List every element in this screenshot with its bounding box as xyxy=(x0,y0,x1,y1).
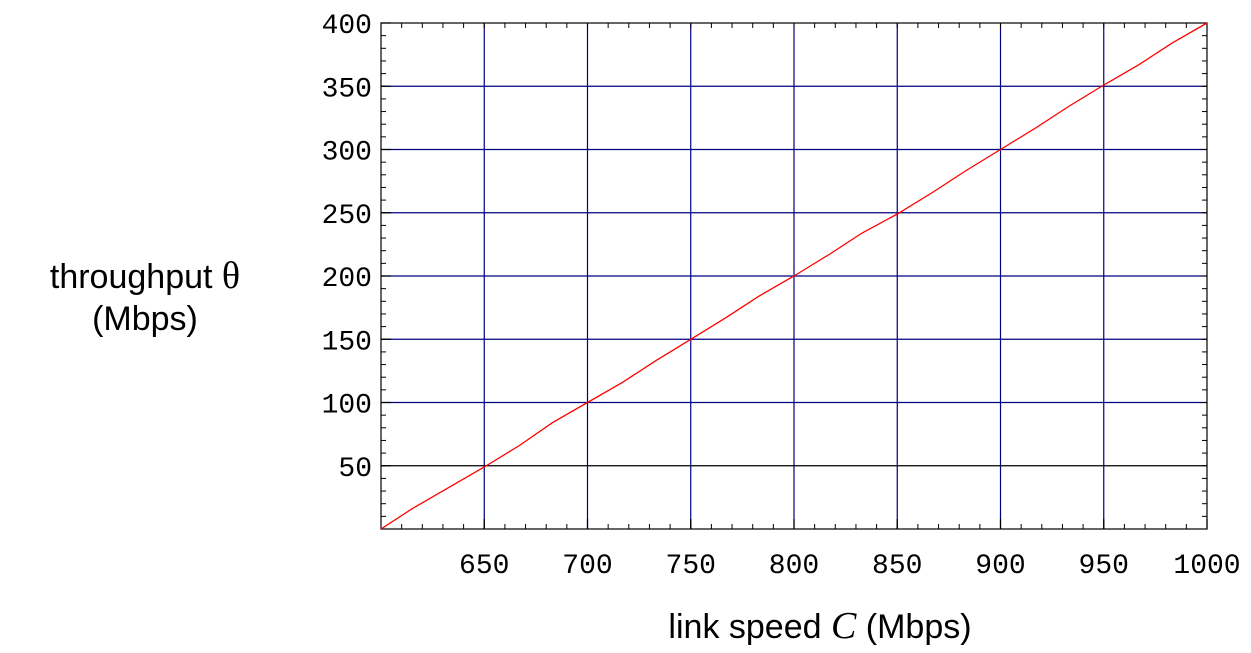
y-tick-label: 250 xyxy=(322,201,372,232)
y-axis-unit: (Mbps) xyxy=(92,300,198,338)
x-axis-unit: (Mbps) xyxy=(856,608,972,646)
x-axis-label: link speed C (Mbps) xyxy=(520,605,1120,648)
y-axis-label-text: throughput xyxy=(49,258,222,296)
y-tick-label: 400 xyxy=(322,11,372,42)
y-tick-label: 100 xyxy=(322,391,372,422)
x-tick-label: 800 xyxy=(769,551,819,582)
x-tick-label: 900 xyxy=(975,551,1025,582)
y-tick-label: 200 xyxy=(322,264,372,295)
y-tick-label: 300 xyxy=(322,138,372,169)
x-tick-label: 750 xyxy=(666,551,716,582)
y-tick-label: 50 xyxy=(338,454,372,485)
x-axis-symbol: C xyxy=(830,605,857,647)
x-tick-label: 850 xyxy=(872,551,922,582)
x-tick-label: 650 xyxy=(459,551,509,582)
series-line xyxy=(380,22,1208,530)
y-tick-label: 350 xyxy=(322,74,372,105)
x-axis-label-text: link speed xyxy=(668,608,831,646)
x-tick-label: 700 xyxy=(562,551,612,582)
y-axis-symbol: θ xyxy=(221,255,241,297)
y-axis-label: throughput θ (Mbps) xyxy=(0,255,290,340)
x-tick-label: 1000 xyxy=(1173,551,1240,582)
x-tick-label: 950 xyxy=(1079,551,1129,582)
y-tick-label: 150 xyxy=(322,327,372,358)
